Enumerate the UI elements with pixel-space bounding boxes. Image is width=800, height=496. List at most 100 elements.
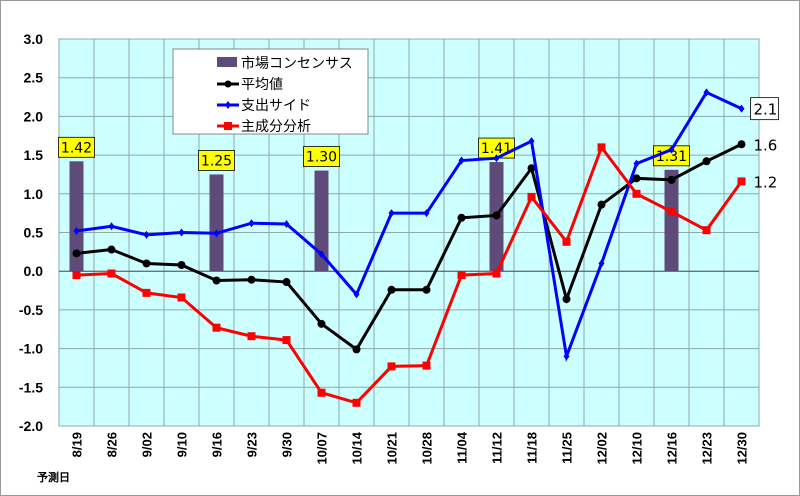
end-label: 1.6 <box>754 136 778 154</box>
data-point <box>387 285 396 294</box>
data-point <box>387 362 396 371</box>
consensus-bar <box>664 169 679 272</box>
data-point <box>457 271 466 280</box>
data-point <box>143 230 150 239</box>
y-tick-label: -0.5 <box>19 302 43 318</box>
legend-label: 市場コンセンサス <box>241 55 353 72</box>
series-line-square <box>76 144 743 405</box>
data-point <box>178 228 185 237</box>
data-point <box>598 259 605 268</box>
consensus-label-box <box>303 146 340 167</box>
data-point <box>492 269 501 278</box>
data-point <box>247 275 256 284</box>
data-point <box>212 276 221 285</box>
legend-marker <box>225 101 231 109</box>
data-point <box>317 319 326 328</box>
legend <box>172 48 369 135</box>
data-point <box>353 290 360 299</box>
data-point <box>702 226 711 235</box>
consensus-bar <box>209 174 224 272</box>
y-tick-label: -1.5 <box>19 379 43 395</box>
x-tick-label: 12/16 <box>665 432 680 465</box>
series-line-diamond <box>76 90 743 363</box>
y-tick-label: 2.0 <box>24 108 44 124</box>
x-tick-label: 9/23 <box>245 432 260 457</box>
y-tick-label: 3.0 <box>24 31 44 47</box>
data-point <box>352 398 361 407</box>
x-tick-label: 9/02 <box>140 432 155 457</box>
x-axis-label: 予測日 <box>37 471 70 484</box>
data-point <box>317 388 326 397</box>
data-point <box>72 249 81 258</box>
data-point <box>212 323 221 332</box>
data-point <box>422 361 431 370</box>
data-point <box>107 245 116 254</box>
data-point <box>423 209 430 218</box>
data-point <box>177 261 186 270</box>
data-point <box>597 200 606 209</box>
data-point <box>668 145 675 154</box>
data-point <box>527 192 536 201</box>
data-point <box>702 157 711 166</box>
end-label-box <box>750 97 779 121</box>
legend-label: 平均値 <box>241 77 283 93</box>
x-tick-label: 9/10 <box>175 432 190 457</box>
consensus-label: 1.25 <box>201 153 232 169</box>
data-point <box>213 229 220 238</box>
y-tick-label: -2.0 <box>19 418 43 434</box>
data-point <box>142 259 151 268</box>
data-point <box>562 295 571 304</box>
x-tick-label: 12/10 <box>630 432 645 465</box>
data-point <box>492 211 501 220</box>
data-point <box>283 219 290 228</box>
data-point <box>667 175 676 184</box>
data-point <box>108 222 115 231</box>
data-point <box>73 226 80 235</box>
data-point <box>107 269 116 278</box>
x-tick-label: 11/04 <box>455 431 470 464</box>
end-label: 2.1 <box>754 101 778 119</box>
legend-marker <box>224 122 232 130</box>
data-point <box>247 332 256 341</box>
data-point <box>738 104 745 113</box>
x-tick-label: 10/14 <box>350 431 365 464</box>
data-point <box>563 352 570 361</box>
data-point <box>493 154 500 163</box>
data-point <box>527 164 536 173</box>
data-point <box>458 156 465 165</box>
data-point <box>632 174 641 183</box>
data-point <box>422 285 431 294</box>
data-point <box>318 250 325 259</box>
consensus-bar <box>69 161 84 272</box>
y-tick-label: 0.5 <box>24 225 44 241</box>
data-point <box>633 159 640 168</box>
y-tick-label: 1.5 <box>24 147 44 163</box>
data-point <box>282 278 291 287</box>
y-tick-label: -1.0 <box>19 341 43 357</box>
data-point <box>388 209 395 218</box>
data-point <box>562 237 571 246</box>
x-tick-label: 11/18 <box>525 432 540 464</box>
data-point <box>72 271 81 280</box>
data-point <box>352 345 361 354</box>
legend-marker <box>224 80 232 88</box>
data-point <box>667 207 676 216</box>
legend-swatch-bar <box>217 57 237 67</box>
consensus-label: 1.30 <box>306 150 337 166</box>
x-tick-label: 8/19 <box>70 432 85 457</box>
y-tick-label: 2.5 <box>24 70 44 86</box>
legend-label: 支出サイド <box>241 98 311 114</box>
consensus-label: 1.42 <box>61 140 92 156</box>
data-point <box>703 88 710 97</box>
y-tick-label: 1.0 <box>24 186 44 202</box>
x-tick-label: 12/23 <box>700 432 715 465</box>
data-point <box>597 143 606 152</box>
consensus-bar <box>314 170 329 272</box>
end-label: 1.2 <box>754 173 778 191</box>
legend-label: 主成分分析 <box>241 119 311 135</box>
x-tick-label: 10/21 <box>385 432 400 465</box>
consensus-label-box <box>58 136 95 158</box>
x-tick-label: 10/07 <box>315 432 330 465</box>
data-point <box>177 293 186 302</box>
